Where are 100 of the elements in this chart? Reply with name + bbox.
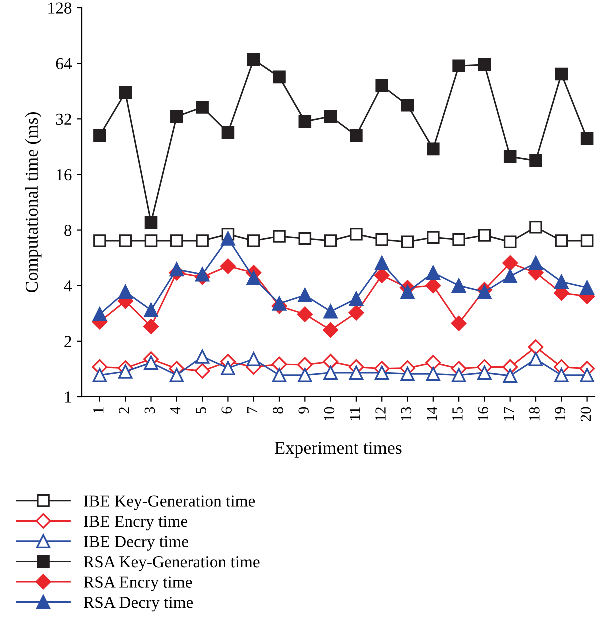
- point: [504, 236, 517, 249]
- x-tick-label: 15: [452, 407, 463, 421]
- x-tick-label: 6: [222, 407, 232, 414]
- point: [554, 274, 569, 290]
- y-tick-label: 1: [65, 392, 72, 403]
- point: [323, 322, 339, 338]
- y-tick-label: 2: [64, 336, 72, 348]
- point: [221, 232, 236, 246]
- point: [478, 58, 492, 72]
- legend-label: IBE Encry time: [84, 516, 188, 531]
- point: [349, 366, 364, 380]
- point: [222, 126, 235, 140]
- point: [144, 303, 158, 318]
- x-tick-label: 11: [350, 408, 360, 420]
- x-tick-label: 2: [119, 408, 130, 414]
- point: [246, 271, 261, 286]
- point: [272, 296, 287, 311]
- point: [400, 367, 415, 382]
- point: [324, 234, 338, 248]
- legend-label: IBE Key-Generation time: [84, 496, 256, 510]
- point: [298, 288, 312, 303]
- point: [348, 305, 364, 321]
- point: [298, 232, 312, 246]
- y-tick-label: 16: [57, 169, 72, 181]
- point: [452, 368, 466, 382]
- point: [502, 256, 518, 272]
- x-tick-label: 1: [94, 408, 104, 414]
- point: [170, 234, 184, 248]
- point: [503, 269, 518, 284]
- point: [324, 110, 338, 124]
- x-tick-label: 3: [144, 407, 156, 414]
- point: [272, 356, 288, 372]
- legend-label: RSA Key-Generation time: [84, 556, 260, 572]
- x-tick-label: 13: [401, 407, 412, 421]
- point: [94, 234, 106, 248]
- point: [297, 357, 313, 373]
- point: [119, 86, 132, 100]
- x-tick-label: 10: [324, 407, 335, 421]
- point: [426, 266, 440, 280]
- point: [427, 142, 440, 156]
- point: [530, 220, 542, 234]
- point: [170, 262, 184, 277]
- y-tick-label: 64: [56, 58, 72, 70]
- point: [580, 368, 594, 382]
- point: [118, 364, 133, 379]
- legend-label: IBE Decry time: [84, 536, 188, 551]
- point: [196, 234, 209, 248]
- point: [272, 368, 287, 382]
- point: [196, 101, 209, 114]
- point: [530, 154, 542, 168]
- x-tick-label: 7: [248, 407, 258, 414]
- point: [221, 361, 236, 376]
- x-tick-label: 18: [530, 407, 540, 421]
- point: [426, 355, 442, 371]
- point: [426, 278, 442, 294]
- x-tick-label: 20: [580, 407, 592, 422]
- point: [350, 129, 363, 142]
- point: [554, 368, 569, 382]
- point: [297, 306, 313, 322]
- point: [144, 234, 158, 248]
- y-tick-label: 4: [64, 280, 72, 292]
- point: [504, 150, 517, 164]
- point: [478, 285, 492, 300]
- y-tick-label: 8: [64, 224, 72, 236]
- point: [118, 285, 133, 300]
- point: [323, 354, 339, 370]
- point: [273, 70, 286, 84]
- point: [528, 256, 544, 270]
- x-tick-label: 16: [478, 407, 489, 421]
- point: [170, 110, 184, 124]
- point: [247, 234, 260, 248]
- point: [478, 366, 492, 380]
- x-tick-label: 14: [426, 406, 438, 421]
- x-tick-label: 5: [196, 407, 206, 414]
- point: [375, 256, 390, 270]
- point: [452, 278, 466, 293]
- y-axis-title: Computational time (ms): [25, 112, 42, 293]
- legend-label: RSA Encry time: [84, 576, 192, 592]
- x-axis-title: Experiment times: [275, 442, 402, 458]
- point: [375, 366, 390, 380]
- point: [376, 233, 388, 246]
- point: [400, 285, 415, 300]
- x-tick-label: 19: [555, 407, 566, 421]
- x-tick-label: 17: [504, 407, 514, 421]
- point: [528, 340, 544, 355]
- point: [92, 307, 108, 322]
- point: [580, 280, 594, 295]
- point: [401, 98, 414, 112]
- point: [170, 368, 184, 382]
- point: [580, 234, 594, 248]
- point: [555, 234, 568, 248]
- point: [194, 363, 210, 379]
- point: [144, 216, 158, 230]
- point: [298, 115, 312, 128]
- point: [273, 230, 286, 243]
- x-tick-label: 8: [273, 407, 284, 414]
- x-tick-label: 12: [376, 408, 386, 421]
- point: [451, 316, 467, 332]
- point: [247, 54, 260, 66]
- point: [144, 356, 158, 370]
